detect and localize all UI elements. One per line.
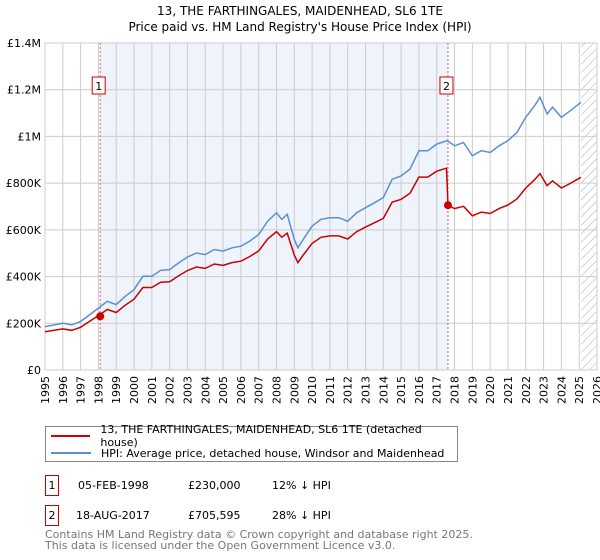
plot-frame bbox=[44, 42, 598, 371]
x-tick-label: 2023 bbox=[538, 376, 551, 404]
footer-licence: This data is licensed under the Open Gov… bbox=[45, 539, 396, 552]
footer: Contains HM Land Registry data © Crown c… bbox=[45, 529, 473, 551]
sale-row-2: 2 18-AUG-2017 £705,595 28% ↓ HPI bbox=[45, 505, 445, 527]
y-tick-label: £800K bbox=[6, 177, 42, 190]
sale-point-2 bbox=[443, 201, 452, 210]
x-tick-label: 2001 bbox=[146, 376, 159, 404]
x-tick-label: 2000 bbox=[128, 376, 141, 404]
x-tick-label: 2009 bbox=[288, 376, 301, 404]
x-tick-label: 2021 bbox=[502, 376, 515, 404]
x-tick-label: 2005 bbox=[217, 376, 230, 404]
x-tick-label: 1995 bbox=[39, 376, 52, 404]
legend: 13, THE FARTHINGALES, MAIDENHEAD, SL6 1T… bbox=[45, 423, 458, 462]
sale-label-2: 2 bbox=[443, 80, 450, 93]
y-tick-label: £0 bbox=[27, 364, 41, 377]
y-tick-label: £1M bbox=[18, 130, 42, 143]
y-tick-label: £600K bbox=[6, 224, 42, 237]
footer-copyright: Contains HM Land Registry data © Crown c… bbox=[45, 528, 473, 541]
property-price-line bbox=[44, 167, 582, 333]
x-tick-label: 2012 bbox=[342, 376, 355, 404]
legend-item-hpi: HPI: Average price, detached house, Wind… bbox=[46, 445, 444, 461]
x-tick-label: 1996 bbox=[57, 376, 70, 404]
legend-label-property: 13, THE FARTHINGALES, MAIDENHEAD, SL6 1T… bbox=[100, 423, 422, 449]
sale-label-box-2 bbox=[439, 76, 454, 95]
x-tick-label: 2008 bbox=[270, 376, 283, 404]
x-tick-label: 2014 bbox=[377, 376, 390, 404]
x-tick-label: 2024 bbox=[555, 376, 568, 404]
legend-swatch-blue bbox=[51, 452, 91, 454]
sale-badge-1: 1 bbox=[45, 475, 59, 496]
x-tick-label: 2026 bbox=[591, 376, 600, 404]
x-tick-label: 1998 bbox=[92, 376, 105, 404]
shaded-ownership-period bbox=[100, 43, 448, 370]
sale-hpi-diff: 28% ↓ HPI bbox=[272, 509, 331, 522]
x-tick-label: 2017 bbox=[431, 376, 444, 404]
x-tick-label: 2011 bbox=[324, 376, 337, 404]
sale-price: £705,595 bbox=[188, 509, 241, 522]
legend-label-hpi: HPI: Average price, detached house, Wind… bbox=[101, 446, 445, 460]
x-tick-label: 1997 bbox=[75, 376, 88, 404]
y-tick-label: £200K bbox=[6, 317, 42, 330]
sale-date: 05-FEB-1998 bbox=[78, 479, 149, 492]
x-tick-label: 2020 bbox=[484, 376, 497, 404]
legend-item-property: 13, THE FARTHINGALES, MAIDENHEAD, SL6 1T… bbox=[46, 423, 457, 449]
x-tick-label: 2007 bbox=[253, 376, 266, 404]
sale-label-1: 1 bbox=[95, 80, 102, 93]
x-tick-label: 2004 bbox=[199, 376, 212, 404]
chart-subtitle: Price paid vs. HM Land Registry's House … bbox=[128, 20, 471, 34]
sale-point-1 bbox=[96, 312, 105, 321]
x-tick-label: 2015 bbox=[395, 376, 408, 404]
sale-hpi-diff: 12% ↓ HPI bbox=[272, 479, 331, 492]
x-tick-label: 2002 bbox=[164, 376, 177, 404]
hatched-future-region bbox=[580, 43, 597, 370]
y-tick-label: £400K bbox=[6, 271, 42, 284]
x-tick-label: 2016 bbox=[413, 376, 426, 404]
x-tick-label: 2006 bbox=[235, 376, 248, 404]
sale-badge-2: 2 bbox=[45, 505, 59, 526]
y-tick-label: £1.4M bbox=[7, 37, 41, 50]
x-tick-label: 2025 bbox=[573, 376, 586, 404]
x-tick-label: 2019 bbox=[466, 376, 479, 404]
sale-date: 18-AUG-2017 bbox=[76, 509, 150, 522]
y-tick-label: £1.2M bbox=[7, 84, 41, 97]
x-tick-label: 2018 bbox=[449, 376, 462, 404]
legend-swatch-red bbox=[51, 435, 91, 437]
price-chart: 13, THE FARTHINGALES, MAIDENHEAD, SL6 1T… bbox=[6, 4, 600, 404]
x-tick-label: 2022 bbox=[520, 376, 533, 404]
chart-title: 13, THE FARTHINGALES, MAIDENHEAD, SL6 1T… bbox=[157, 4, 443, 18]
x-tick-label: 2013 bbox=[360, 376, 373, 404]
sale-row-1: 1 05-FEB-1998 £230,000 12% ↓ HPI bbox=[45, 475, 445, 497]
x-tick-label: 2010 bbox=[306, 376, 319, 404]
sale-label-box-1 bbox=[91, 76, 106, 95]
sale-price: £230,000 bbox=[188, 479, 241, 492]
x-tick-label: 1999 bbox=[110, 376, 123, 404]
hpi-line bbox=[44, 95, 582, 328]
x-tick-label: 2003 bbox=[181, 376, 194, 404]
